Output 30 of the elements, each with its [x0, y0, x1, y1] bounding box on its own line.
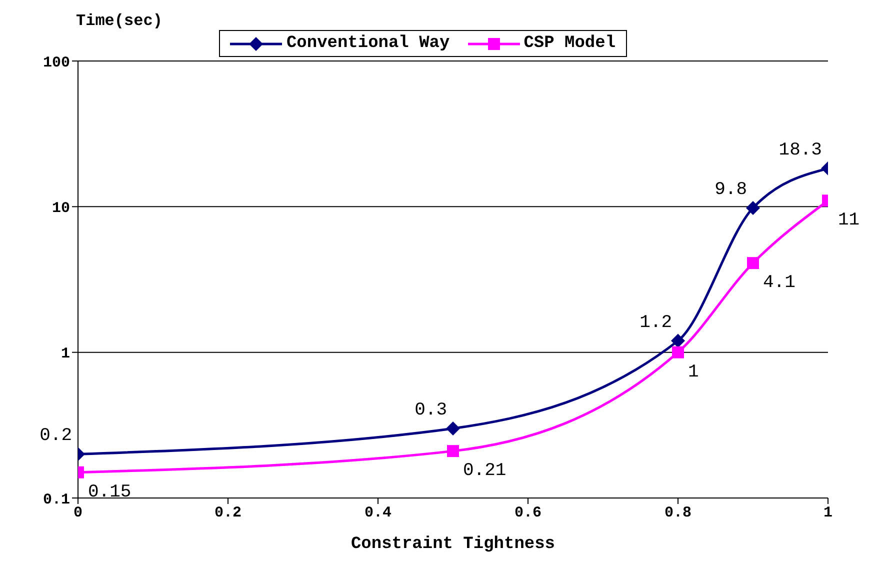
- data-label: 11: [838, 210, 860, 231]
- y-tick-label: 100: [42, 54, 70, 72]
- point: [446, 422, 460, 436]
- point: [672, 346, 684, 358]
- point: [447, 445, 459, 458]
- data-label: 1.2: [640, 312, 672, 333]
- data-label: 4.1: [763, 273, 796, 294]
- data-label: 0.3: [414, 400, 447, 420]
- x-axis-title: Constraint Tightness: [350, 535, 556, 554]
- data-label: 1: [688, 362, 699, 382]
- data-label: 0.21: [463, 461, 506, 482]
- legend-label: Conventional Way: [286, 34, 450, 53]
- x-tick-label: 0.4: [364, 504, 392, 522]
- legend-label: CSP Model: [524, 34, 616, 53]
- x-tick-label: 0.2: [214, 504, 242, 522]
- y-tick-label: 0.1: [42, 491, 70, 508]
- data-label: 0.15: [88, 482, 132, 502]
- x-tick-label: 1: [823, 504, 833, 522]
- y-tick-label: 1: [60, 346, 70, 363]
- y-axis-title: Time(sec): [76, 12, 162, 30]
- x-tick-label: 0.6: [514, 504, 542, 522]
- y-tick-label: 10: [52, 200, 70, 217]
- data-label: 18.3: [778, 140, 822, 160]
- point: [671, 334, 685, 348]
- data-label: 9.8: [714, 180, 747, 200]
- point: [747, 257, 759, 270]
- data-label: 0.2: [40, 426, 72, 446]
- point: [746, 200, 760, 215]
- x-tick-label: 0.8: [664, 504, 692, 522]
- x-tick-label: 0: [73, 504, 83, 522]
